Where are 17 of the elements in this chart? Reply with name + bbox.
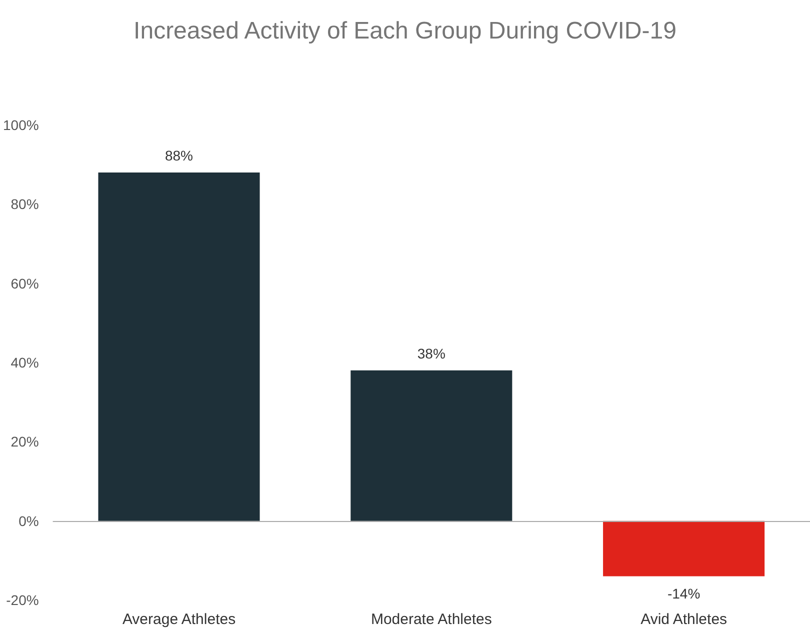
bar: [603, 520, 765, 576]
bar: [98, 172, 260, 521]
data-label: -14%: [667, 585, 700, 602]
y-tick-label: 20%: [10, 434, 39, 450]
y-tick-label: -20%: [6, 592, 39, 608]
data-label: 88%: [164, 148, 194, 164]
y-tick-label: 40%: [10, 354, 39, 370]
chart-title: Increased Activity of Each Group During COVID-19: [134, 18, 676, 44]
y-tick-label: 60%: [10, 275, 39, 292]
y-tick-label: 100%: [2, 117, 39, 133]
x-tick-label: Average Athletes: [122, 611, 236, 628]
x-tick-label: Avid Athletes: [640, 611, 728, 628]
y-tick-label: 0%: [18, 512, 39, 529]
data-label: 38%: [417, 345, 446, 362]
x-tick-label: Moderate Athletes: [370, 611, 492, 628]
y-tick-label: 80%: [10, 196, 39, 212]
bar: [350, 370, 512, 521]
